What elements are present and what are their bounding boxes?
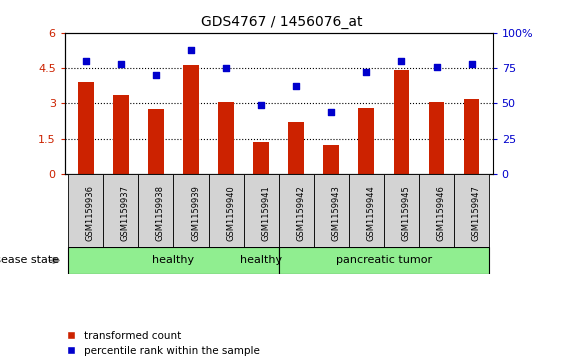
Point (432, 64, 441, 70)
Bar (314, 174, 349, 247)
Bar (279, 247, 489, 274)
Bar (218, 102, 234, 174)
Bar (464, 99, 480, 174)
Text: GSM1159947: GSM1159947 (472, 185, 481, 241)
Text: GSM1159939: GSM1159939 (191, 185, 200, 241)
Text: disease state: disease state (0, 256, 59, 265)
Bar (279, 174, 314, 247)
Point (151, 72, 160, 78)
Bar (113, 95, 129, 174)
Bar (454, 174, 489, 247)
Bar (68, 174, 104, 247)
Bar (359, 108, 374, 174)
Bar (384, 174, 419, 247)
Point (397, 58, 406, 64)
Text: GSM1159945: GSM1159945 (401, 185, 410, 241)
Text: GSM1159937: GSM1159937 (121, 185, 130, 241)
Bar (183, 65, 199, 174)
Bar (173, 174, 208, 247)
Text: GSM1159938: GSM1159938 (156, 185, 165, 241)
Text: GDS4767 / 1456076_at: GDS4767 / 1456076_at (201, 15, 362, 29)
Bar (394, 70, 409, 174)
Text: GSM1159936: GSM1159936 (86, 185, 95, 241)
Bar (68, 247, 279, 274)
Text: GSM1159941: GSM1159941 (261, 185, 270, 241)
Bar (148, 109, 164, 174)
Bar (428, 102, 444, 174)
Bar (288, 122, 304, 174)
Point (257, 102, 266, 108)
Legend: transformed count, percentile rank within the sample: transformed count, percentile rank withi… (61, 326, 264, 360)
Bar (104, 174, 138, 247)
Point (327, 109, 336, 115)
Bar (323, 145, 339, 174)
Bar (208, 174, 244, 247)
Bar (253, 142, 269, 174)
Text: GSM1159942: GSM1159942 (296, 185, 305, 241)
Text: GSM1159943: GSM1159943 (331, 185, 340, 241)
Text: healthy: healthy (240, 256, 282, 265)
Point (467, 61, 476, 67)
Text: GSM1159940: GSM1159940 (226, 185, 235, 241)
Text: healthy: healthy (153, 256, 195, 265)
Point (81, 58, 90, 64)
Text: GSM1159946: GSM1159946 (436, 185, 445, 241)
Bar (419, 174, 454, 247)
Point (117, 61, 126, 67)
Text: pancreatic tumor: pancreatic tumor (336, 256, 432, 265)
Point (222, 65, 231, 71)
Text: GSM1159944: GSM1159944 (367, 185, 376, 241)
Point (362, 69, 371, 75)
Bar (244, 174, 279, 247)
Point (292, 83, 301, 89)
Bar (78, 82, 93, 174)
Bar (138, 174, 173, 247)
Point (186, 47, 195, 53)
Bar (349, 174, 384, 247)
